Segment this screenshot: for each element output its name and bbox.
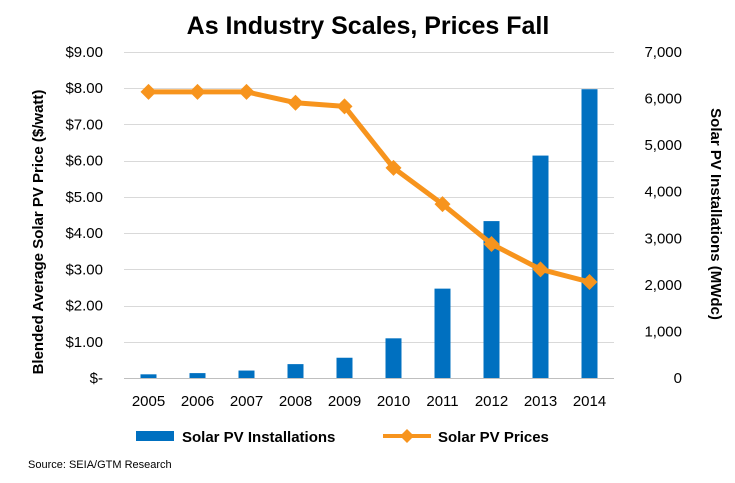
legend-bar-swatch xyxy=(136,431,174,441)
price-point xyxy=(581,274,598,291)
right-tick-label: 1,000 xyxy=(644,323,682,340)
x-tick-label: 2010 xyxy=(377,393,410,410)
bar xyxy=(434,288,451,378)
bar xyxy=(189,373,206,378)
bar xyxy=(581,89,598,378)
x-tick-label: 2006 xyxy=(181,393,214,410)
price-point xyxy=(238,83,255,100)
grid xyxy=(124,52,614,379)
left-tick-label: $2.00 xyxy=(65,298,103,315)
right-tick-label: 7,000 xyxy=(644,44,682,61)
left-axis-ticks: $- $1.00 $2.00 $3.00 $4.00 $5.00 $6.00 $7.00 $8.… xyxy=(65,44,103,387)
price-line xyxy=(146,89,592,285)
left-tick-label: $4.00 xyxy=(65,225,103,242)
left-axis-label: Blended Average Solar PV Price ($/watt) xyxy=(30,90,47,375)
x-axis-ticks: 2005 2006 2007 2008 2009 2010 2011 2012 2013 2014 xyxy=(132,393,606,410)
right-tick-label: 6,000 xyxy=(644,91,682,108)
bar-series xyxy=(140,89,598,378)
right-tick-label: 0 xyxy=(674,370,682,387)
left-tick-label: $5.00 xyxy=(65,189,103,206)
price-point xyxy=(189,83,206,100)
bar xyxy=(287,364,304,378)
legend-bar-label: Solar PV Installations xyxy=(182,429,335,446)
price-point xyxy=(287,94,304,111)
bar xyxy=(238,370,255,378)
left-tick-label: $7.00 xyxy=(65,116,103,133)
x-tick-label: 2007 xyxy=(230,393,263,410)
x-tick-label: 2011 xyxy=(426,393,458,410)
left-tick-label: $8.00 xyxy=(65,80,103,97)
left-tick-label: $1.00 xyxy=(65,334,103,351)
legend-line-label: Solar PV Prices xyxy=(438,429,549,446)
right-axis-ticks: 0 1,000 2,000 3,000 4,000 5,000 6,000 7,000 xyxy=(644,44,682,387)
price-point xyxy=(483,235,500,252)
legend: Solar PV Installations Solar PV Prices xyxy=(136,429,549,446)
right-tick-label: 3,000 xyxy=(644,230,682,247)
x-tick-label: 2014 xyxy=(573,393,606,410)
x-tick-label: 2005 xyxy=(132,393,165,410)
bar xyxy=(140,374,157,378)
x-tick-label: 2012 xyxy=(475,393,508,410)
bar xyxy=(336,357,353,378)
x-tick-label: 2008 xyxy=(279,393,312,410)
x-tick-label: 2013 xyxy=(524,393,557,410)
left-tick-label: $- xyxy=(90,370,103,387)
source-note: Source: SEIA/GTM Research xyxy=(28,459,172,471)
right-tick-label: 4,000 xyxy=(644,184,682,201)
right-axis-label: Solar PV Installations (MWdc) xyxy=(707,108,724,320)
bar xyxy=(483,221,500,378)
chart-title: As Industry Scales, Prices Fall xyxy=(187,12,550,40)
left-tick-label: $3.00 xyxy=(65,261,103,278)
price-point xyxy=(140,83,157,100)
price-point xyxy=(385,159,402,176)
price-point xyxy=(336,98,353,115)
price-point xyxy=(532,261,549,278)
price-point xyxy=(434,196,451,213)
x-tick-label: 2009 xyxy=(328,393,361,410)
line-series xyxy=(140,83,598,291)
bar xyxy=(385,338,402,378)
left-tick-label: $9.00 xyxy=(65,44,103,61)
right-tick-label: 5,000 xyxy=(644,137,682,154)
right-tick-label: 2,000 xyxy=(644,277,682,294)
legend-line-marker xyxy=(400,429,414,443)
left-tick-label: $6.00 xyxy=(65,153,103,170)
